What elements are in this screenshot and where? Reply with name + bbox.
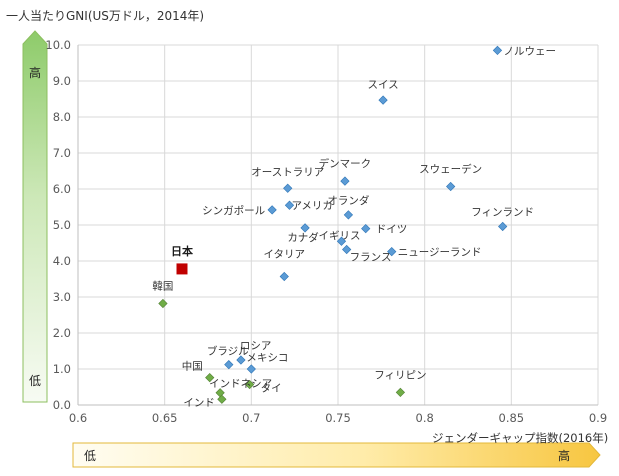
- data-point: [279, 271, 289, 282]
- axes: [77, 45, 598, 406]
- data-point: [205, 373, 215, 383]
- y-tick-label: 7.0: [53, 146, 71, 160]
- point-label: 中国: [182, 360, 203, 373]
- point-label: 韓国: [152, 280, 173, 292]
- data-point: [342, 244, 352, 255]
- point-label: オーストラリア: [251, 166, 324, 178]
- point-label: フィリピン: [374, 369, 426, 381]
- data-point: [217, 394, 227, 404]
- y-arrow-band: 高 低: [22, 30, 48, 403]
- x-tick-label: 0.8: [416, 411, 434, 425]
- y-arrow-top-label: 高: [29, 65, 41, 80]
- data-point: [158, 298, 168, 309]
- point-label: ロシア: [240, 340, 272, 352]
- y-tick-label: 3.0: [53, 290, 71, 304]
- point-label: カナダ: [287, 231, 319, 244]
- data-point: [492, 45, 503, 56]
- data-point: [284, 200, 295, 210]
- x-tick-label: 0.65: [152, 411, 178, 425]
- x-axis-title: ジェンダーギャップ指数(2016年): [432, 431, 609, 445]
- point-label: フランス: [350, 251, 392, 263]
- data-point-square: [176, 263, 188, 275]
- point-label: インド: [183, 397, 215, 409]
- y-tick-label: 1.0: [53, 362, 71, 376]
- x-arrow-band: 低 高: [72, 442, 601, 468]
- point-label: ニュージーランド: [398, 247, 482, 259]
- point-label: アメリカ: [291, 200, 332, 212]
- x-tick-label: 0.7: [242, 411, 260, 425]
- data-point: [244, 379, 255, 390]
- point-label: イタリア: [263, 248, 305, 260]
- data-point: [395, 387, 406, 398]
- data-point: [300, 223, 310, 233]
- point-label: イギリス: [318, 230, 360, 242]
- point-label: オランダ: [327, 194, 369, 207]
- data-point: [361, 223, 371, 234]
- data-point: [387, 247, 397, 257]
- data-point: [446, 181, 456, 192]
- x-tick-label: 0.85: [499, 411, 525, 425]
- y-tick-label: 6.0: [53, 182, 71, 196]
- y-tick-label: 0.0: [53, 398, 71, 412]
- data-points: [158, 45, 508, 404]
- point-label: フィンランド: [471, 206, 534, 218]
- data-point: [246, 364, 256, 374]
- y-tick-label: 4.0: [53, 254, 71, 268]
- x-tick-labels: 0.6 0.65 0.7 0.75 0.8 0.85 0.9: [69, 411, 607, 425]
- data-point: [340, 176, 350, 186]
- data-point: [224, 360, 234, 370]
- data-point: [283, 183, 293, 193]
- point-label: デンマーク: [319, 157, 372, 170]
- point-label: シンガポール: [202, 205, 265, 217]
- x-tick-label: 0.6: [69, 411, 87, 425]
- data-point: [336, 236, 347, 246]
- y-tick-label: 9.0: [53, 74, 71, 88]
- y-tick-label: 8.0: [53, 110, 71, 124]
- x-arrow-left-label: 低: [84, 449, 96, 463]
- point-label: インドネシア: [209, 378, 272, 390]
- data-point: [343, 210, 354, 220]
- point-label: ドイツ: [376, 224, 408, 236]
- gridlines: [77, 44, 599, 406]
- point-label: スイス: [367, 79, 398, 91]
- point-label: メキシコ: [246, 352, 288, 364]
- x-tick-label: 0.75: [325, 411, 351, 425]
- y-tick-label: 5.0: [53, 218, 71, 232]
- y-axis-title: 一人当たりGNI(US万ドル，2014年): [6, 9, 205, 23]
- point-label: 日本: [171, 244, 193, 258]
- y-tick-labels: 0.0 1.0 2.0 3.0 4.0 5.0 6.0 7.0 8.0 9.0 10.0: [45, 38, 71, 412]
- y-tick-label: 10.0: [45, 38, 71, 52]
- data-point: [378, 95, 388, 105]
- data-point: [267, 205, 277, 215]
- y-arrow-bottom-label: 低: [29, 374, 41, 388]
- data-point: [215, 388, 225, 398]
- x-tick-label: 0.9: [589, 411, 607, 425]
- point-label: ノルウェー: [503, 45, 556, 57]
- point-label: タイ: [261, 382, 282, 394]
- data-point: [236, 355, 246, 365]
- point-label: スウェーデン: [419, 162, 482, 175]
- x-arrow-right-label: 高: [558, 448, 570, 463]
- y-tick-label: 2.0: [53, 326, 71, 340]
- data-point: [498, 221, 508, 232]
- point-label: ブラジル: [207, 345, 249, 358]
